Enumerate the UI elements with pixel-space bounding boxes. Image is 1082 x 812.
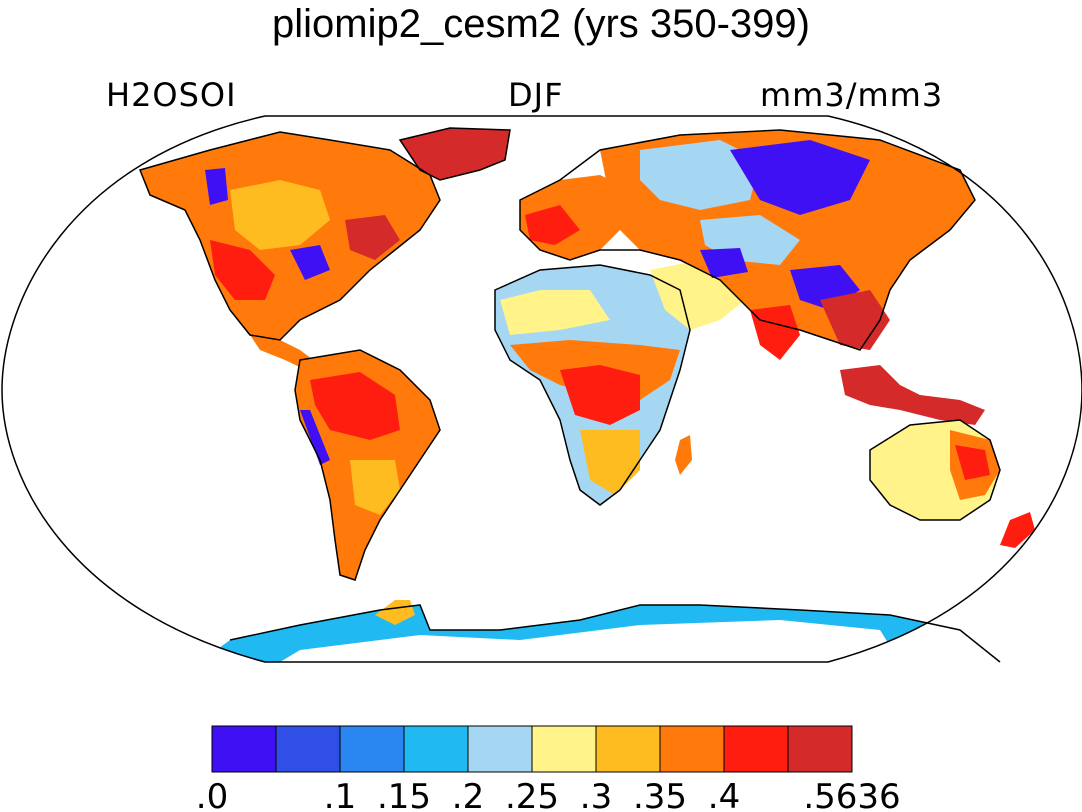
south-america-patch-c xyxy=(300,410,330,465)
colorbar-swatch xyxy=(531,725,597,773)
asia-patch-f xyxy=(820,290,890,350)
south-america-patch-b xyxy=(350,460,400,515)
colorbar-tick-label: .3 xyxy=(580,777,612,812)
north-america-patch-b xyxy=(210,240,275,300)
coastline-south-america xyxy=(294,349,441,581)
colorbar-tick-label: .35 xyxy=(633,777,687,812)
asia-patch-a xyxy=(640,140,760,210)
colorbar-tick-label: .2 xyxy=(452,777,484,812)
colorbar-swatch xyxy=(723,725,789,773)
asia-patch-g xyxy=(700,248,748,278)
coastline-australia xyxy=(869,419,1001,521)
asia-patch-e xyxy=(750,305,800,360)
colorbar-tick-label: .0 xyxy=(196,777,228,812)
africa-patch-a xyxy=(500,290,610,335)
colorbar-swatch xyxy=(403,725,469,773)
north-america-patch-a xyxy=(230,180,330,250)
greenland-landmass xyxy=(400,128,510,180)
coastline-eurasia xyxy=(519,129,976,351)
coastline-layer xyxy=(138,127,1001,663)
coastline-north-america xyxy=(138,131,441,341)
variable-label: H2OSOI xyxy=(106,76,237,114)
colorbar-swatch xyxy=(787,725,853,773)
map-title: pliomip2_cesm2 (yrs 350-399) xyxy=(271,2,810,46)
north-america-patch-c xyxy=(205,168,228,205)
africa-patch-d xyxy=(580,430,640,495)
antarctica-interior xyxy=(280,620,900,662)
north-america-patch-e xyxy=(345,215,400,260)
map-boundary xyxy=(1,115,1082,663)
south-america-patch-a xyxy=(310,372,400,440)
north-america-patch-d xyxy=(290,245,330,280)
colorbar-swatch xyxy=(211,725,277,773)
madagascar-landmass xyxy=(675,435,692,475)
units-label: mm3/mm3 xyxy=(760,76,944,114)
coastline-africa xyxy=(494,264,691,506)
asia-patch-b xyxy=(730,140,870,215)
season-label: DJF xyxy=(508,76,564,114)
colorbar-swatch xyxy=(659,725,725,773)
europe-patch-a xyxy=(525,205,580,245)
colorbar-tick-label: .4 xyxy=(708,777,740,812)
australia-patch-b xyxy=(955,445,990,480)
colorbar-swatch xyxy=(275,725,341,773)
indonesia-landmass xyxy=(840,365,985,425)
coastline-greenland xyxy=(398,127,511,181)
land-fill-layer xyxy=(140,128,1035,662)
new-zealand-landmass xyxy=(1000,512,1035,548)
colorbar-tick-label: .25 xyxy=(505,777,559,812)
colorbar-tick-label: .15 xyxy=(377,777,431,812)
colorbar-swatch xyxy=(595,725,661,773)
colorbar-tick-label: .5636 xyxy=(803,777,900,812)
colorbar-tick-label: .1 xyxy=(324,777,356,812)
africa-patch-c xyxy=(560,365,640,425)
colorbar-swatch xyxy=(339,725,405,773)
coastline-antarctica xyxy=(229,604,1001,663)
colorbar-swatch xyxy=(467,725,533,773)
colorbar: .0 .1 .15 .2 .25 .3 .35 .4 .5636 xyxy=(196,725,901,812)
